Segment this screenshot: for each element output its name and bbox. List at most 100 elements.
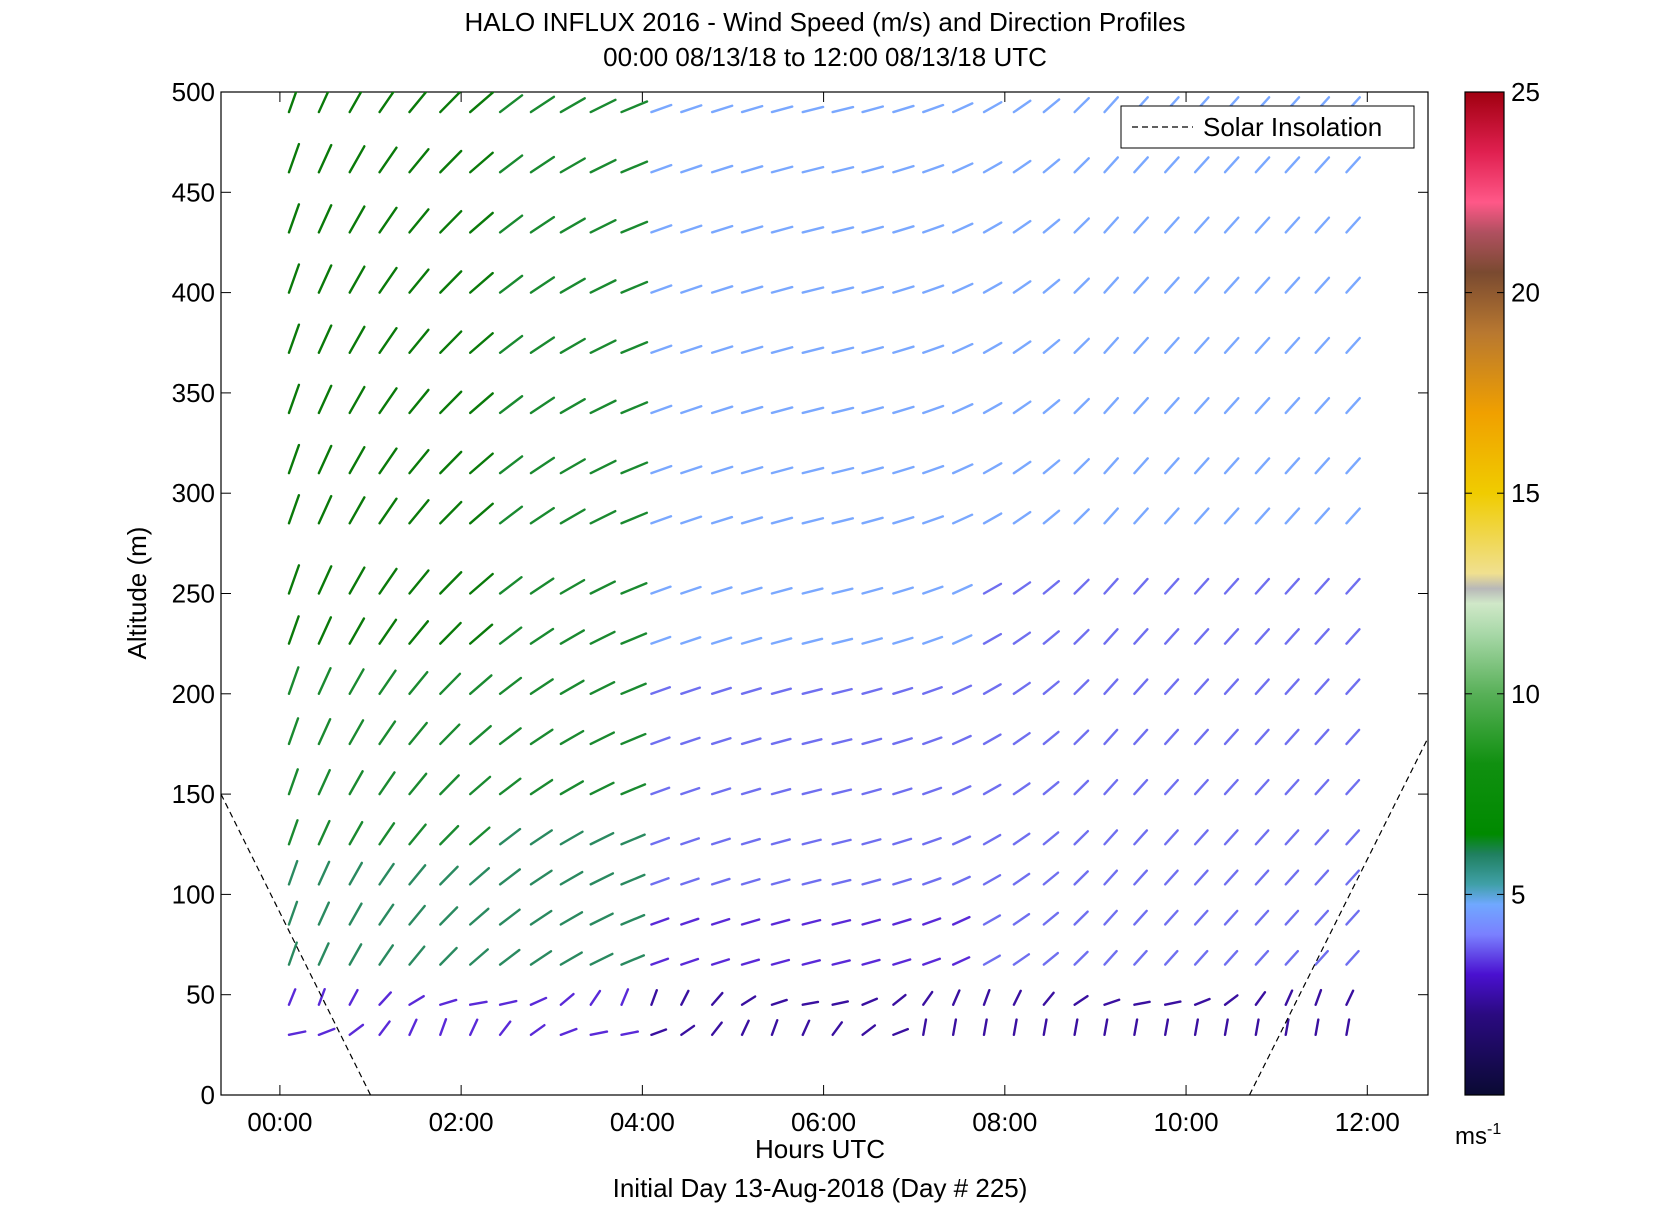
wind-arrow — [1223, 728, 1239, 746]
wind-arrow — [589, 98, 617, 114]
wind-arrow — [529, 215, 556, 234]
wind-arrow — [1012, 631, 1032, 645]
y-tick-label: 100 — [172, 879, 215, 909]
wind-arrow — [408, 268, 430, 294]
wind-arrow — [831, 587, 854, 595]
wind-arrow — [317, 1027, 336, 1037]
wind-arrow — [1073, 679, 1090, 695]
wind-arrow — [1284, 778, 1300, 796]
wind-arrow — [770, 998, 788, 1006]
wind-arrow — [498, 505, 524, 525]
wind-arrow — [831, 637, 854, 645]
wind-arrow — [801, 738, 823, 746]
wind-arrow — [650, 877, 670, 886]
chart-title: HALO INFLUX 2016 - Wind Speed (m/s) and … — [464, 7, 1185, 37]
wind-arrow — [1254, 728, 1270, 746]
wind-arrow — [620, 783, 647, 796]
wind-arrow — [1254, 949, 1270, 966]
wind-arrow — [589, 781, 615, 796]
wind-arrow — [317, 987, 326, 1006]
wind-arrow — [468, 948, 489, 966]
wind-arrow — [378, 669, 397, 695]
wind-arrow — [439, 571, 463, 595]
wind-arrow — [831, 838, 852, 846]
wind-arrow — [1345, 577, 1361, 595]
wind-arrow — [1073, 910, 1089, 926]
wind-arrow — [1103, 869, 1119, 886]
wind-arrow — [1012, 280, 1032, 294]
legend-box — [1120, 105, 1415, 149]
wind-arrow — [559, 911, 584, 926]
wind-arrow — [1133, 628, 1149, 645]
wind-arrow — [1284, 989, 1294, 1006]
wind-arrow — [1164, 728, 1180, 746]
wind-arrow — [710, 837, 731, 846]
wind-arrow — [1314, 276, 1331, 294]
wind-arrow — [650, 224, 673, 234]
wind-arrow — [498, 334, 524, 354]
wind-arrow — [1254, 1018, 1260, 1037]
wind-arrow — [650, 284, 673, 294]
wind-arrow — [287, 941, 298, 966]
wind-arrow — [1314, 1018, 1320, 1037]
wind-arrow — [1012, 681, 1031, 695]
wind-arrow — [801, 788, 823, 796]
wind-arrow — [740, 225, 764, 234]
wind-arrow — [439, 390, 463, 415]
wind-arrow — [317, 494, 333, 525]
wind-arrow — [1103, 156, 1120, 174]
wind-arrow — [439, 149, 463, 174]
wind-arrow — [1314, 678, 1330, 695]
wind-arrow — [1073, 397, 1090, 415]
wind-arrow — [1164, 216, 1180, 234]
wind-arrow — [1073, 950, 1089, 966]
wind-arrow — [922, 786, 943, 796]
wind-arrow — [1314, 396, 1331, 415]
wind-arrow — [589, 399, 617, 415]
wind-arrow — [1133, 507, 1149, 525]
wind-arrow — [529, 577, 555, 595]
wind-arrow — [287, 768, 299, 796]
wind-arrow — [1133, 457, 1149, 475]
wind-arrow — [287, 717, 300, 746]
wind-arrow — [740, 837, 761, 846]
wind-arrow — [439, 774, 460, 796]
wind-arrow — [287, 859, 299, 886]
wind-arrow — [529, 869, 553, 886]
colorbar-gradient — [1464, 91, 1505, 1096]
wind-arrow — [710, 405, 734, 415]
wind-arrow — [348, 385, 366, 415]
wind-arrow — [498, 214, 524, 234]
wind-arrow — [317, 901, 330, 926]
wind-arrow — [1164, 276, 1180, 294]
wind-arrow — [861, 225, 885, 234]
wind-arrow — [892, 877, 912, 886]
wind-arrow — [1284, 1018, 1290, 1037]
wind-arrow — [650, 957, 670, 966]
wind-arrow — [498, 999, 518, 1006]
wind-arrow — [348, 988, 359, 1006]
wind-arrow — [408, 904, 426, 926]
wind-arrow — [801, 918, 822, 926]
wind-arrow — [892, 465, 915, 475]
x-tick-label: 04:00 — [610, 1107, 675, 1137]
wind-arrow — [740, 1019, 750, 1037]
wind-arrow — [1284, 507, 1301, 525]
wind-arrow — [951, 513, 974, 525]
wind-arrow — [287, 988, 297, 1006]
y-axis-label: Altitude (m) — [122, 527, 152, 660]
wind-arrow — [317, 942, 330, 966]
wind-arrow — [1164, 678, 1180, 695]
wind-arrow — [1314, 949, 1329, 966]
wind-arrow — [1314, 507, 1331, 525]
wind-arrow — [620, 461, 649, 475]
wind-arrow — [982, 954, 1001, 966]
wind-arrow — [892, 225, 915, 234]
x-axis: 00:00 02:00 04:00 06:00 08:00 10:00 12:00 — [247, 92, 1400, 1137]
wind-arrow — [710, 515, 734, 525]
wind-arrow — [770, 225, 794, 234]
wind-arrow — [951, 915, 971, 926]
x-tick-label: 12:00 — [1335, 1107, 1400, 1137]
wind-arrow — [680, 636, 702, 645]
wind-arrow — [1254, 276, 1271, 294]
